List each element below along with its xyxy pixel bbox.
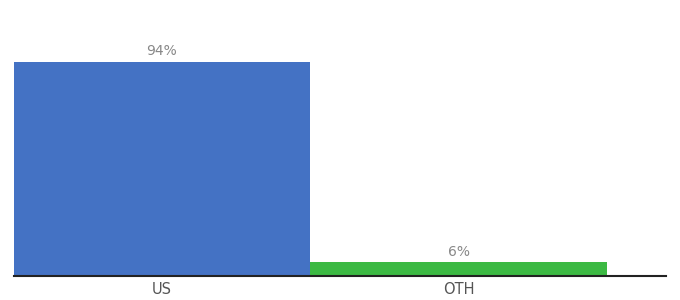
- Text: 6%: 6%: [447, 245, 470, 259]
- Bar: [14, 62, 310, 276]
- Bar: [310, 262, 607, 276]
- Text: 94%: 94%: [147, 44, 177, 58]
